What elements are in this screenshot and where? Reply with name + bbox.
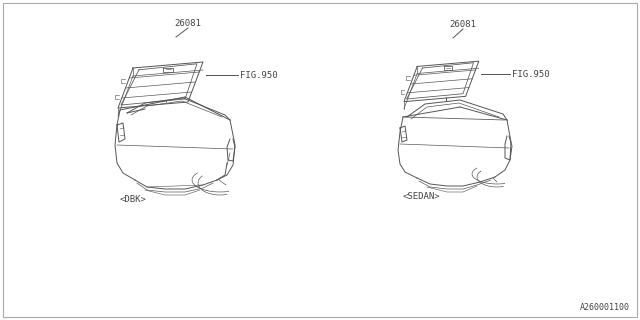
Text: 26081: 26081 (449, 20, 476, 29)
Text: <SEDAN>: <SEDAN> (403, 192, 440, 201)
Text: FIG.950: FIG.950 (512, 69, 550, 78)
Text: 26081: 26081 (175, 19, 202, 28)
Text: FIG.950: FIG.950 (240, 70, 278, 79)
Text: A260001100: A260001100 (580, 303, 630, 312)
Text: <DBK>: <DBK> (120, 195, 147, 204)
